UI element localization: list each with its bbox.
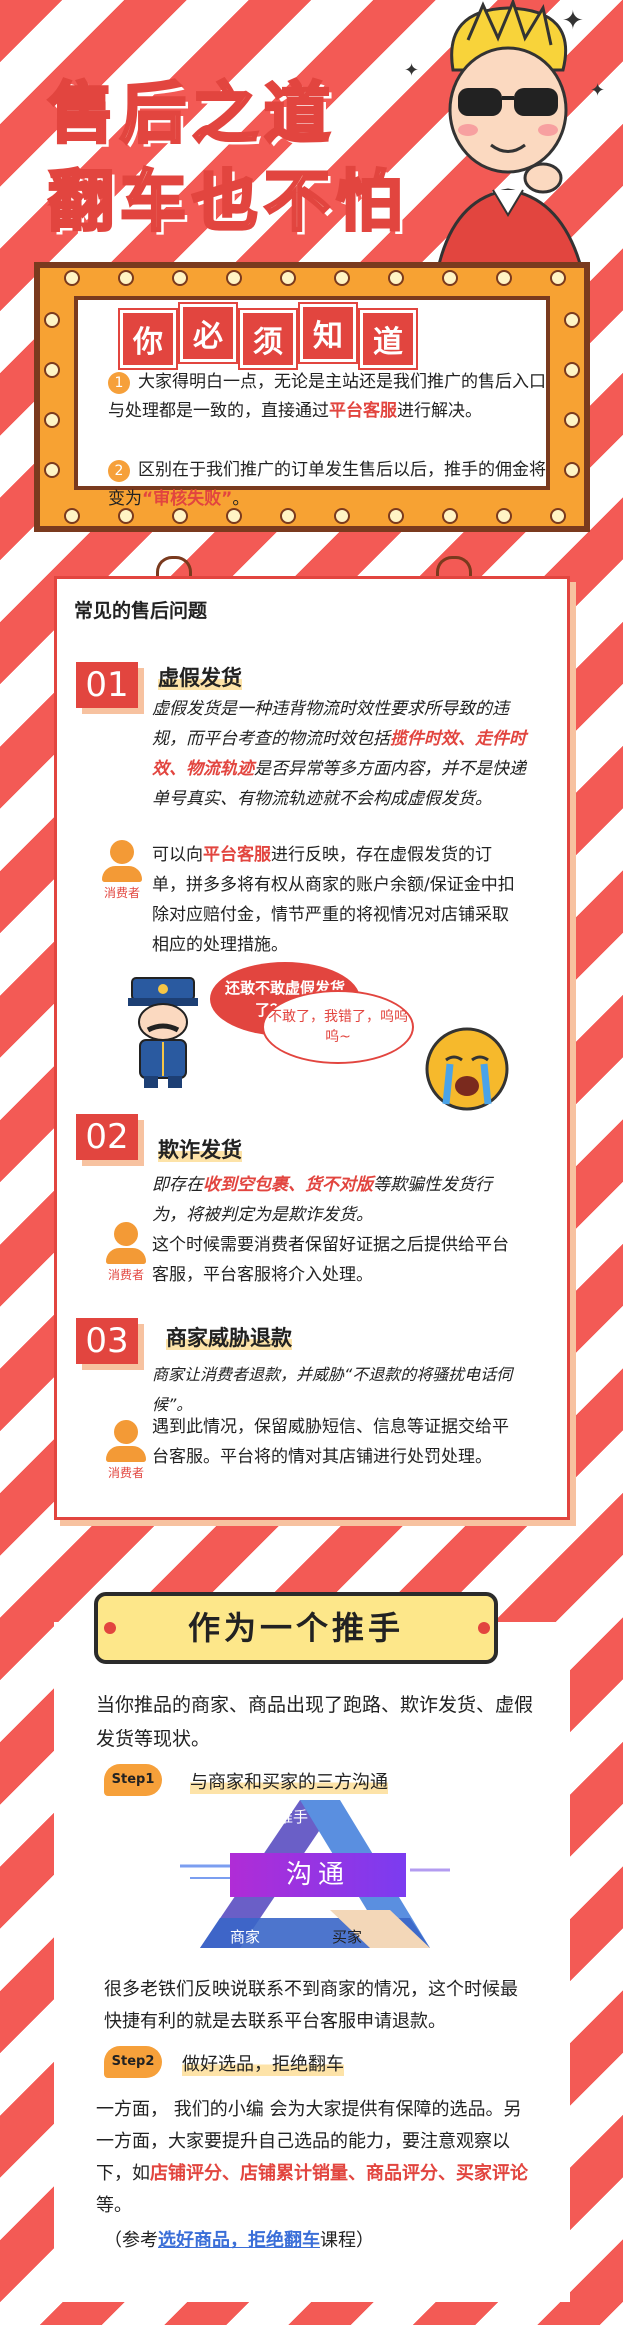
section-title: 虚假发货 xyxy=(158,666,242,690)
marquee-bulb xyxy=(496,508,512,524)
marquee-bulb xyxy=(64,508,80,524)
section-description: 虚假发货是一种违背物流时效性要求所导致的违规，而平台考查的物流时效包括揽件时效、… xyxy=(152,699,526,809)
communication-banner: 沟通 xyxy=(230,1853,406,1897)
must-know-char: 道 xyxy=(360,310,416,368)
marquee-bulb xyxy=(64,270,80,286)
marquee-bulb xyxy=(44,312,60,328)
section-description: 即存在收到空包裹、货不对版等欺骗性发货行为，将被判定为是欺诈发货。 xyxy=(152,1175,492,1225)
step1-text: 很多老铁们反映说联系不到商家的情况，这个时候最快捷有利的就是去联系平台客服申请退… xyxy=(104,1979,518,2032)
marquee-bulb xyxy=(564,412,580,428)
marquee-bulb xyxy=(44,462,60,478)
sparkle-icon: ✦ xyxy=(590,80,606,101)
cartoon-character-illustration xyxy=(431,0,590,300)
must-know-char: 必 xyxy=(180,304,236,362)
step-tag: Step1 xyxy=(104,1764,162,1796)
step2-text: 一方面， 我们的小编 会为大家提供有保障的选品。另一方面，大家要提升自己选品的能… xyxy=(96,2099,528,2216)
must-know-note-2: 2 区别在于我们推广的订单发生售后以后，推手的佣金将变为“审核失败”。 xyxy=(108,460,546,509)
pusher-heading: 作为一个推手 xyxy=(94,1592,498,1664)
marquee-bulb xyxy=(496,270,512,286)
marquee-bulb xyxy=(388,270,404,286)
number-badge: 1 xyxy=(108,372,130,394)
marquee-bulb xyxy=(280,508,296,524)
section-description: 商家让消费者退款，并威胁“不退款的将骚扰电话伺候”。 xyxy=(152,1365,513,1414)
marquee-bulb xyxy=(550,508,566,524)
must-know-char: 须 xyxy=(240,310,296,368)
crying-emoji xyxy=(425,1027,509,1111)
hanger-icon xyxy=(156,556,192,585)
marquee-bulb xyxy=(564,462,580,478)
triangle-label-left: 商家 xyxy=(230,1928,261,1946)
step-title: 做好选品，拒绝翻车 xyxy=(182,2050,344,2076)
section-number: 01 xyxy=(76,662,138,708)
section-title: 欺诈发货 xyxy=(158,1138,242,1162)
marquee-bulb xyxy=(226,508,242,524)
step-tag: Step2 xyxy=(104,2046,162,2078)
marquee-bulb xyxy=(280,270,296,286)
sparkle-icon: ✦ xyxy=(404,60,420,81)
consumer-advice: 这个时候需要消费者保留好证据之后提供给平台客服，平台客服将介入处理。 xyxy=(152,1235,509,1285)
police-officer-illustration xyxy=(128,977,198,1088)
must-know-heading: 你 必 须 知 道 xyxy=(120,304,416,368)
consumer-advice: 可以向平台客服进行反映，存在虚假发货的订单，拼多多将有权从商家的账户余额/保证金… xyxy=(152,845,515,955)
pusher-card xyxy=(54,1622,570,2302)
consumer-icon: 消费者 xyxy=(98,1222,154,1283)
triangle-label-right: 买家 xyxy=(332,1928,363,1946)
sparkle-icon: ✦ xyxy=(562,6,584,36)
badge-dot xyxy=(104,1622,116,1634)
marquee-bulb xyxy=(564,362,580,378)
marquee-bulb xyxy=(550,270,566,286)
consumer-icon: 消费者 xyxy=(94,840,150,901)
marquee-bulb xyxy=(172,508,188,524)
marquee-bulb xyxy=(118,270,134,286)
consumer-icon: 消费者 xyxy=(98,1420,154,1481)
marquee-bulb xyxy=(172,270,188,286)
section-number: 02 xyxy=(76,1114,138,1160)
hanger-icon xyxy=(436,556,472,585)
speech-bubble-white: 不敢了，我错了，呜呜呜~ xyxy=(262,990,414,1064)
hero-title-line1: 售后之道 xyxy=(47,74,336,154)
marquee-bulb xyxy=(44,412,60,428)
marquee-bulb xyxy=(334,508,350,524)
section-number: 03 xyxy=(76,1318,138,1364)
marquee-bulb xyxy=(44,362,60,378)
number-badge: 2 xyxy=(108,460,130,482)
marquee-bulb xyxy=(226,270,242,286)
marquee-bulb xyxy=(442,270,458,286)
triangle-label-top: 推手 xyxy=(278,1808,309,1826)
course-link[interactable]: 选好商品，拒绝翻车 xyxy=(158,2230,320,2251)
hero-title-line2: 翻车也不怕 xyxy=(47,162,408,242)
marquee-bulb xyxy=(388,508,404,524)
must-know-note-1: 1 大家得明白一点，无论是主站还是我们推广的售后入口与处理都是一致的，直接通过平台… xyxy=(108,372,546,421)
marquee-bulb xyxy=(334,270,350,286)
reference-line: （参考选好商品，拒绝翻车课程） xyxy=(104,2230,374,2251)
marquee-bulb xyxy=(442,508,458,524)
step-title: 与商家和买家的三方沟通 xyxy=(190,1768,388,1794)
consumer-advice: 遇到此情况，保留威胁短信、信息等证据交给平台客服。平台将的情对其店铺进行处罚处理… xyxy=(152,1417,509,1467)
section-title: 商家威胁退款 xyxy=(166,1326,292,1350)
marquee-bulb xyxy=(564,312,580,328)
faq-heading: 常见的售后问题 xyxy=(74,600,208,622)
must-know-char: 你 xyxy=(120,310,176,368)
pusher-intro: 当你推品的商家、商品出现了跑路、欺诈发货、虚假发货等现状。 xyxy=(96,1694,534,1750)
badge-dot xyxy=(478,1622,490,1634)
must-know-char: 知 xyxy=(300,304,356,362)
marquee-bulb xyxy=(118,508,134,524)
